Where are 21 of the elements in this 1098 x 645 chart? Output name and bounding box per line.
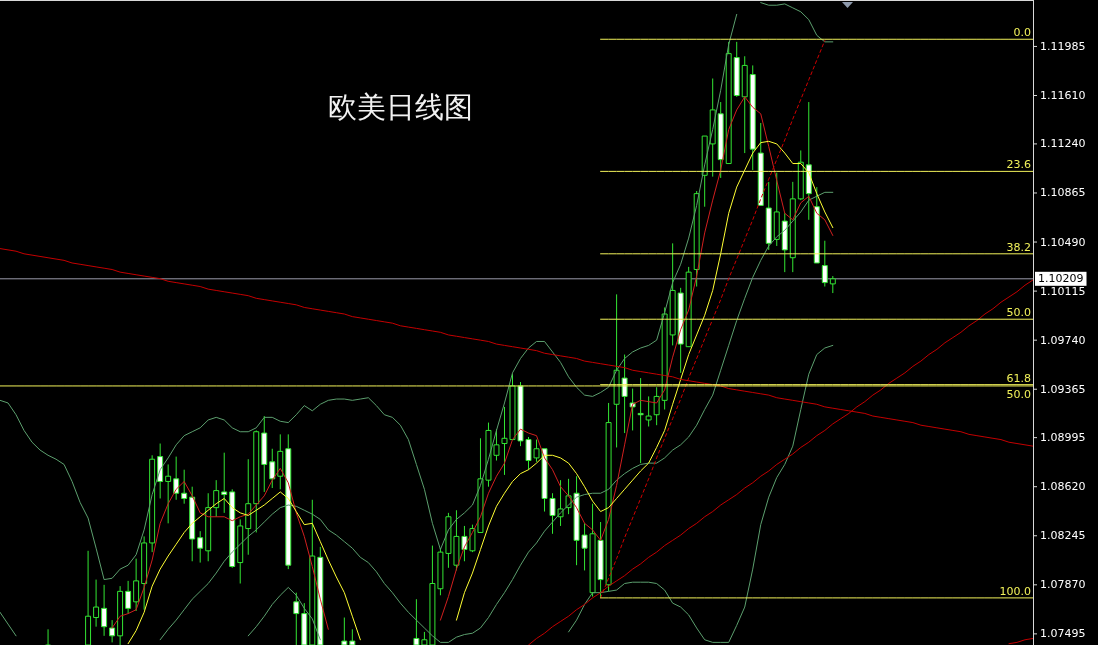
y-tick-label: 1.09365	[1040, 382, 1086, 396]
series-label: 61.8	[1006, 371, 1031, 385]
series-label: 23.6	[1006, 158, 1031, 172]
y-tick-label: 1.08245	[1040, 529, 1086, 543]
y-tick-label: 1.07495	[1040, 627, 1086, 641]
series-label: 100.0	[999, 584, 1031, 598]
y-tick-label: 1.08995	[1040, 431, 1086, 445]
y-tick-label: 1.07870	[1040, 578, 1086, 592]
y-tick-label: 1.10490	[1040, 235, 1086, 249]
series-label: 50.0	[1006, 387, 1031, 401]
y-tick-label: 1.11240	[1040, 137, 1086, 151]
y-tick-label: 1.11985	[1040, 39, 1086, 53]
y-tick-label: 1.10115	[1040, 284, 1086, 298]
y-tick-label: 1.11610	[1040, 89, 1086, 102]
y-tick-label: 1.10865	[1040, 186, 1086, 200]
y-tick-label: 1.08620	[1040, 480, 1086, 494]
y-tick-label: 1.09740	[1040, 333, 1086, 347]
series-label: 50.0	[1006, 306, 1031, 320]
series-label: 38.2	[1006, 240, 1031, 254]
series-label: 0.0	[1013, 26, 1031, 40]
title: 欧美日线图	[327, 91, 473, 123]
